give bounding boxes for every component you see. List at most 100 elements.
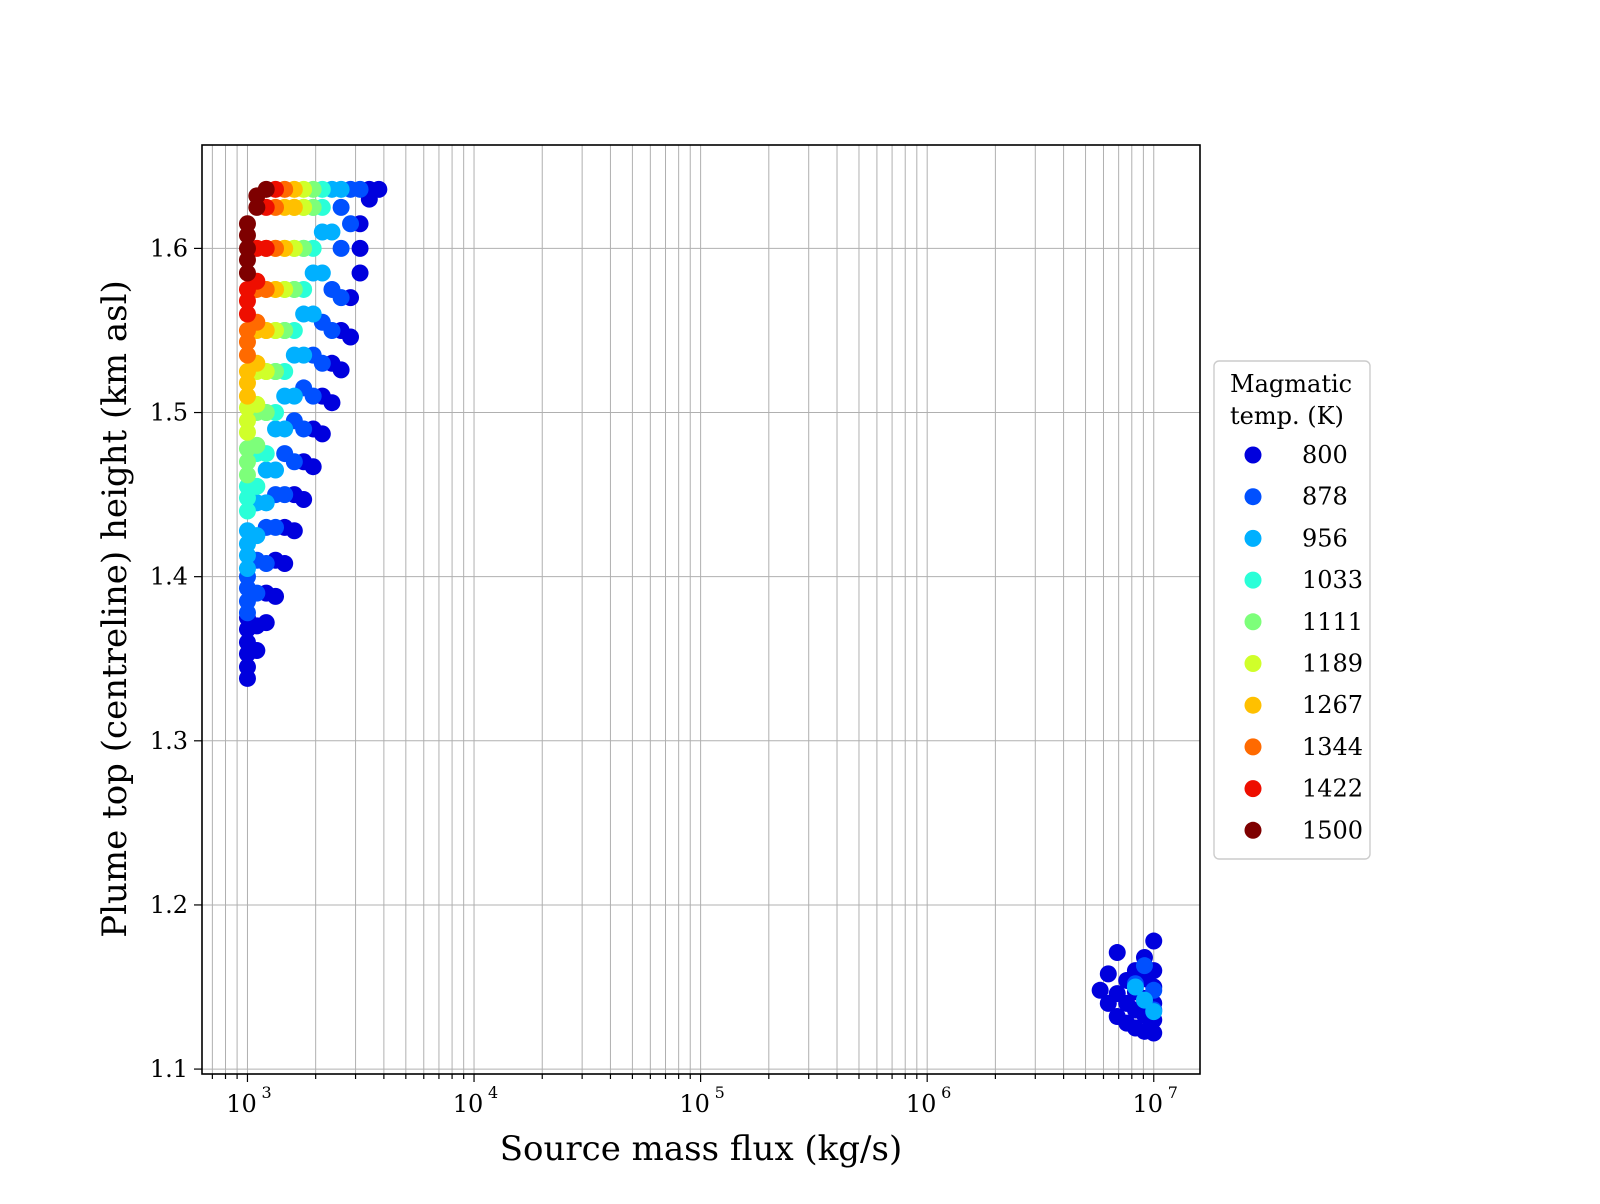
data-point-800 — [323, 394, 341, 412]
x-tick-exponent: 5 — [715, 1083, 725, 1102]
data-point-878 — [332, 289, 350, 307]
legend-marker-1500 — [1244, 821, 1262, 839]
data-point-956 — [313, 264, 331, 282]
data-point-1267 — [285, 198, 303, 216]
data-point-956 — [285, 387, 303, 405]
legend-marker-878 — [1244, 488, 1262, 506]
legend-marker-1111 — [1244, 613, 1262, 631]
legend-marker-956 — [1244, 529, 1262, 547]
legend-label-800: 800 — [1302, 441, 1348, 469]
data-point-1111 — [238, 453, 256, 471]
x-tick-label: 10 — [453, 1090, 484, 1118]
data-point-878 — [285, 453, 303, 471]
data-point-800 — [1099, 965, 1117, 983]
data-point-878 — [267, 518, 285, 536]
x-tick-exponent: 4 — [488, 1083, 498, 1102]
data-point-1111 — [238, 466, 256, 484]
y-tick-label: 1.1 — [150, 1055, 188, 1083]
x-tick-exponent: 6 — [941, 1083, 951, 1102]
data-point-1189 — [238, 412, 256, 430]
y-tick-label: 1.4 — [150, 563, 188, 591]
data-point-800 — [1091, 981, 1109, 999]
legend-box — [1213, 360, 1371, 860]
y-tick-label: 1.3 — [150, 727, 188, 755]
legend-label-878: 878 — [1302, 483, 1348, 511]
legend-marker-1422 — [1244, 780, 1262, 798]
data-point-878 — [323, 321, 341, 339]
data-point-800 — [342, 328, 360, 346]
data-point-956 — [304, 305, 322, 323]
data-point-800 — [370, 180, 388, 198]
axis-ticks: 1.11.21.31.41.51.610 3 10 4 10 5 10 6 10 7 — [150, 234, 1178, 1118]
data-point-878 — [332, 239, 350, 257]
legend-marker-1033 — [1244, 571, 1262, 589]
data-point-1500 — [238, 264, 256, 282]
legend-marker-1189 — [1244, 655, 1262, 672]
data-points — [238, 180, 1163, 1042]
data-point-800 — [1108, 944, 1126, 962]
legend-label-1189: 1189 — [1302, 650, 1363, 678]
data-point-1500 — [238, 215, 256, 233]
data-point-878 — [304, 387, 322, 405]
legend-label-1344: 1344 — [1302, 733, 1363, 761]
legend-label-1267: 1267 — [1302, 691, 1363, 719]
data-point-1033 — [248, 477, 266, 495]
legend-label-1500: 1500 — [1302, 816, 1363, 844]
data-point-956 — [1135, 991, 1153, 1009]
data-point-800 — [351, 264, 369, 282]
legend-marker-800 — [1244, 446, 1262, 464]
data-point-956 — [295, 346, 313, 364]
legend-label-1422: 1422 — [1302, 775, 1363, 803]
data-point-800 — [295, 491, 313, 509]
data-point-800 — [332, 361, 350, 379]
legend-label-1111: 1111 — [1302, 608, 1363, 636]
data-point-878 — [295, 420, 313, 438]
data-point-1033 — [238, 502, 256, 520]
y-tick-label: 1.6 — [150, 234, 188, 262]
data-point-878 — [351, 180, 369, 198]
legend-title: Magmatic — [1230, 370, 1352, 398]
data-point-956 — [332, 180, 350, 198]
data-point-800 — [285, 522, 303, 540]
x-tick-exponent: 3 — [261, 1083, 271, 1102]
data-point-878 — [257, 555, 275, 573]
grid — [202, 145, 1200, 1074]
data-point-800 — [1145, 932, 1163, 950]
legend-label-1033: 1033 — [1302, 566, 1363, 594]
data-point-956 — [257, 494, 275, 512]
data-point-1500 — [238, 239, 256, 257]
legend: Magmatic temp. (K) 800 878 956 1033 1111 1189 12… — [1213, 360, 1371, 860]
data-point-956 — [276, 420, 294, 438]
data-point-1500 — [257, 180, 275, 198]
legend-marker-1344 — [1244, 738, 1262, 756]
y-axis-label: Plume top (centreline) height (km asl) — [95, 280, 135, 938]
y-tick-label: 1.2 — [150, 891, 188, 919]
data-point-956 — [1126, 978, 1144, 996]
data-point-800 — [238, 658, 256, 676]
x-axis-label: Source mass flux (kg/s) — [500, 1129, 902, 1169]
data-point-800 — [351, 239, 369, 257]
data-point-800 — [313, 425, 331, 443]
y-tick-label: 1.5 — [150, 399, 188, 427]
data-point-800 — [257, 614, 275, 632]
data-point-1344 — [238, 346, 256, 364]
data-point-878 — [276, 486, 294, 504]
data-point-1111 — [248, 436, 266, 454]
legend-label-956: 956 — [1302, 524, 1348, 552]
x-tick-label: 10 — [226, 1090, 257, 1118]
data-point-1422 — [238, 305, 256, 323]
legend-marker-1267 — [1244, 696, 1262, 714]
data-point-800 — [304, 458, 322, 476]
data-point-1267 — [238, 387, 256, 405]
legend-title: temp. (K) — [1230, 402, 1344, 430]
data-point-800 — [1145, 1024, 1163, 1042]
data-point-956 — [248, 527, 266, 545]
data-point-800 — [276, 555, 294, 573]
data-point-878 — [342, 215, 360, 233]
x-tick-label: 10 — [679, 1090, 710, 1118]
data-point-1422 — [257, 239, 275, 257]
x-tick-label: 10 — [906, 1090, 937, 1118]
data-point-878 — [313, 354, 331, 372]
